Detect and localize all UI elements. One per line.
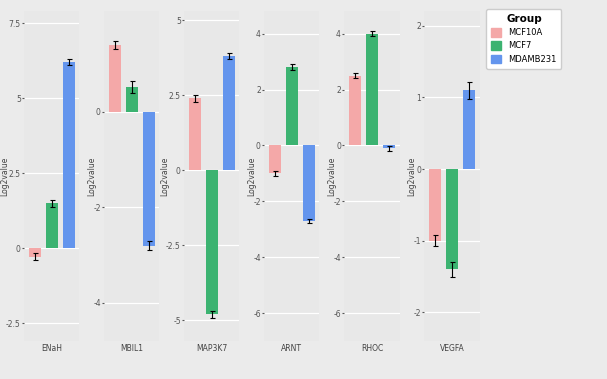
Legend: MCF10A, MCF7, MDAMB231: MCF10A, MCF7, MDAMB231 [486, 9, 561, 69]
Y-axis label: Log2value: Log2value [407, 157, 416, 196]
Y-axis label: Log2value: Log2value [87, 157, 97, 196]
Bar [206, 170, 218, 314]
Bar [463, 90, 475, 169]
Bar [189, 98, 201, 170]
Bar [63, 62, 75, 248]
Y-axis label: Log2value: Log2value [327, 157, 336, 196]
Bar [223, 56, 235, 170]
Bar [348, 76, 361, 146]
Bar [286, 67, 298, 146]
Y-axis label: Log2value: Log2value [160, 157, 169, 196]
Y-axis label: Log2value: Log2value [0, 157, 9, 196]
Bar [383, 146, 395, 148]
Bar [429, 169, 441, 241]
Bar [46, 203, 58, 248]
Y-axis label: Log2value: Log2value [248, 157, 256, 196]
Bar [446, 169, 458, 269]
Bar [366, 34, 378, 146]
Bar [269, 146, 280, 174]
Bar [126, 87, 138, 112]
Bar [303, 146, 315, 221]
Bar [29, 248, 41, 257]
Bar [143, 112, 155, 246]
Bar [109, 45, 121, 112]
